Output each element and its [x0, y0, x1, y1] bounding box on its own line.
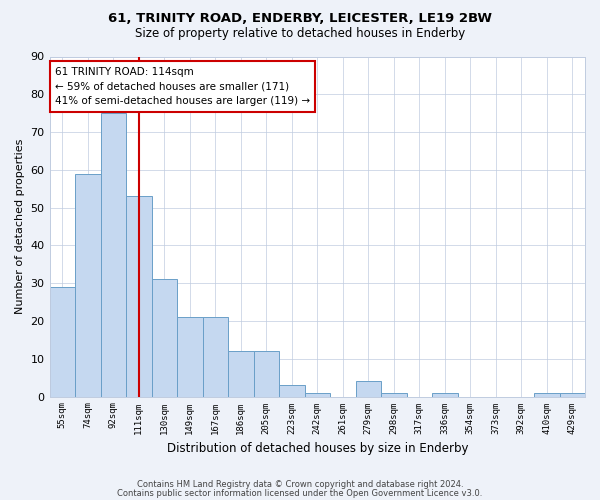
Bar — [50, 287, 75, 397]
Text: Contains HM Land Registry data © Crown copyright and database right 2024.: Contains HM Land Registry data © Crown c… — [137, 480, 463, 489]
Bar — [432, 393, 458, 396]
Bar — [203, 317, 228, 396]
Bar — [75, 174, 101, 396]
Text: Contains public sector information licensed under the Open Government Licence v3: Contains public sector information licen… — [118, 488, 482, 498]
Bar — [356, 382, 381, 396]
Bar — [126, 196, 152, 396]
Bar — [381, 393, 407, 396]
Bar — [228, 351, 254, 397]
Bar — [560, 393, 585, 396]
Text: Size of property relative to detached houses in Enderby: Size of property relative to detached ho… — [135, 28, 465, 40]
Bar — [152, 280, 177, 396]
Text: 61, TRINITY ROAD, ENDERBY, LEICESTER, LE19 2BW: 61, TRINITY ROAD, ENDERBY, LEICESTER, LE… — [108, 12, 492, 26]
Bar — [177, 317, 203, 396]
Bar — [101, 113, 126, 397]
Text: 61 TRINITY ROAD: 114sqm
← 59% of detached houses are smaller (171)
41% of semi-d: 61 TRINITY ROAD: 114sqm ← 59% of detache… — [55, 66, 310, 106]
X-axis label: Distribution of detached houses by size in Enderby: Distribution of detached houses by size … — [167, 442, 468, 455]
Bar — [279, 385, 305, 396]
Bar — [305, 393, 330, 396]
Bar — [254, 351, 279, 397]
Bar — [534, 393, 560, 396]
Y-axis label: Number of detached properties: Number of detached properties — [15, 139, 25, 314]
